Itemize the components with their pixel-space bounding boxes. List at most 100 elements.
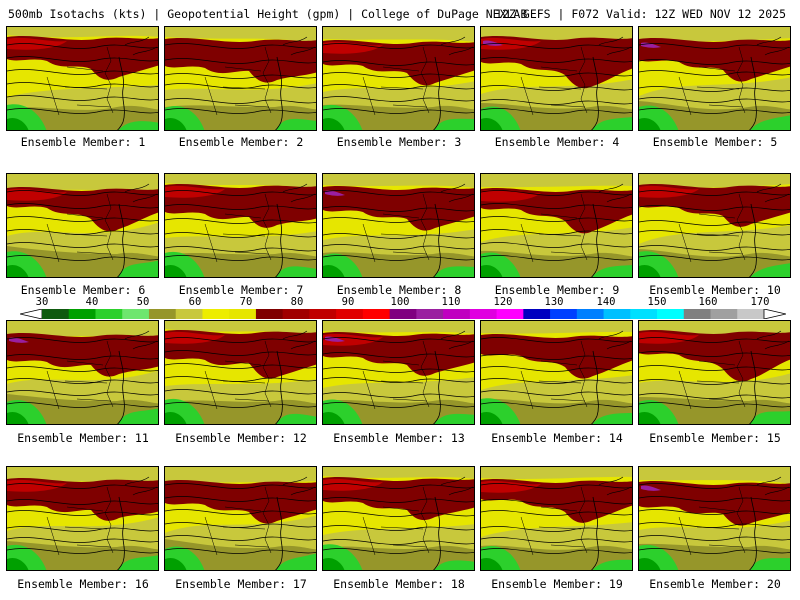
height-contour — [639, 483, 790, 489]
state-boundary-lines — [420, 340, 430, 408]
isotach-band-north — [7, 321, 158, 338]
isotach-band-50kt — [165, 539, 316, 570]
ensemble-map-panel — [6, 26, 159, 131]
isotach-band-north — [323, 321, 474, 334]
height-contour — [639, 70, 790, 76]
height-contour — [639, 108, 790, 114]
isotach-band-40kt-east — [434, 413, 474, 424]
height-contour — [481, 190, 632, 196]
colorbar-swatch — [202, 309, 230, 319]
isotach-map — [7, 321, 158, 424]
height-contour — [323, 497, 474, 503]
jet-streak-80kt — [639, 330, 790, 382]
ensemble-member-caption: Ensemble Member: 1 — [20, 135, 146, 149]
great-lakes-canada-outline — [440, 183, 474, 203]
ensemble-member-caption: Ensemble Member: 8 — [336, 283, 462, 297]
isotach-band-50kt — [7, 105, 158, 130]
isotach-band-30kt — [481, 412, 503, 424]
height-contour — [639, 190, 790, 196]
height-contour — [323, 255, 474, 261]
isotach-band-50kt — [323, 252, 474, 277]
colorbar-swatch — [68, 309, 96, 319]
colorbar-swatch — [496, 309, 524, 319]
ensemble-member-caption: Ensemble Member: 7 — [178, 283, 304, 297]
isotach-band-40kt-east — [276, 266, 316, 277]
colorbar-swatch — [523, 309, 551, 319]
isotach-map — [323, 27, 474, 130]
height-contour — [481, 402, 632, 408]
isotach-band-50kt — [165, 252, 316, 277]
height-contour — [481, 43, 632, 49]
isotach-map — [165, 321, 316, 424]
jet-streak-80kt — [639, 481, 790, 526]
height-contour — [165, 246, 316, 252]
height-contour — [481, 354, 632, 360]
colorbar-tick-label: 70 — [239, 296, 253, 308]
height-contour — [7, 229, 158, 235]
isotach-band-30kt — [7, 265, 29, 277]
isotach-band-30kt — [165, 118, 187, 130]
height-contour — [639, 245, 790, 251]
isotach-map — [7, 174, 158, 277]
ensemble-member-caption: Ensemble Member: 12 — [175, 431, 307, 445]
east-coast-outline — [116, 56, 125, 130]
colorbar-swatch — [710, 309, 738, 319]
great-lakes-canada-outline — [756, 330, 790, 350]
height-contour — [639, 205, 790, 211]
height-contour — [165, 98, 316, 104]
colorbar-tick-label: 110 — [441, 296, 461, 308]
height-contour — [7, 548, 158, 554]
height-contour — [481, 526, 632, 532]
great-lakes-canada-outline — [598, 476, 632, 496]
height-contour — [7, 203, 158, 209]
isotach-band-50kt — [323, 399, 474, 424]
isotach-band-north — [639, 467, 790, 484]
isotach-band-40kt-east — [118, 408, 158, 424]
colorbar-swatch — [576, 309, 605, 319]
isotach-band-40kt-east — [434, 266, 474, 277]
ensemble-map-panel — [480, 173, 633, 278]
state-boundary-grid — [46, 213, 112, 263]
jet-streak-80kt — [7, 333, 158, 377]
east-coast-outline — [274, 496, 283, 570]
state-boundary-lines — [736, 193, 746, 261]
height-contour — [7, 526, 158, 532]
isotach-band-50kt — [7, 541, 158, 570]
height-contour — [7, 255, 158, 261]
isotach-band-north — [481, 174, 632, 188]
colorbar-swatch — [416, 309, 444, 319]
state-boundary-grid — [204, 66, 270, 116]
isotach-band-30kt — [639, 118, 661, 130]
height-contour — [323, 511, 474, 517]
height-contour — [323, 217, 474, 223]
height-contour — [639, 59, 790, 65]
isotach-band-50kt — [7, 246, 158, 277]
height-contour — [639, 365, 790, 371]
ensemble-member-caption: Ensemble Member: 2 — [178, 135, 304, 149]
isotach-band-40kt-east — [434, 118, 474, 130]
state-boundary-grid — [362, 506, 428, 556]
height-contour — [481, 337, 632, 343]
ensemble-map-panel — [638, 320, 791, 425]
colorbar-swatch — [469, 309, 498, 319]
height-contour — [165, 509, 316, 515]
jet-core-90kt — [481, 37, 541, 50]
ensemble-member-caption: Ensemble Member: 13 — [333, 431, 465, 445]
ensemble-map-panel — [164, 320, 317, 425]
ensemble-member-caption: Ensemble Member: 16 — [17, 577, 149, 591]
colorbar-tick-label: 160 — [698, 296, 718, 308]
isotach-map — [639, 174, 790, 277]
height-contour — [7, 43, 158, 49]
jet-core-90kt — [639, 185, 699, 198]
height-contour — [7, 402, 158, 408]
height-contour — [639, 522, 790, 528]
state-boundary-lines — [578, 193, 588, 261]
great-lakes-canada-outline — [124, 476, 158, 496]
height-contour — [7, 483, 158, 489]
great-lakes-canada-outline — [282, 36, 316, 56]
isotach-band-30kt — [639, 265, 661, 277]
jet-core-110kt — [9, 337, 29, 343]
great-lakes-canada-outline — [756, 476, 790, 496]
height-contour — [481, 108, 632, 114]
great-lakes-canada-outline — [440, 330, 474, 350]
